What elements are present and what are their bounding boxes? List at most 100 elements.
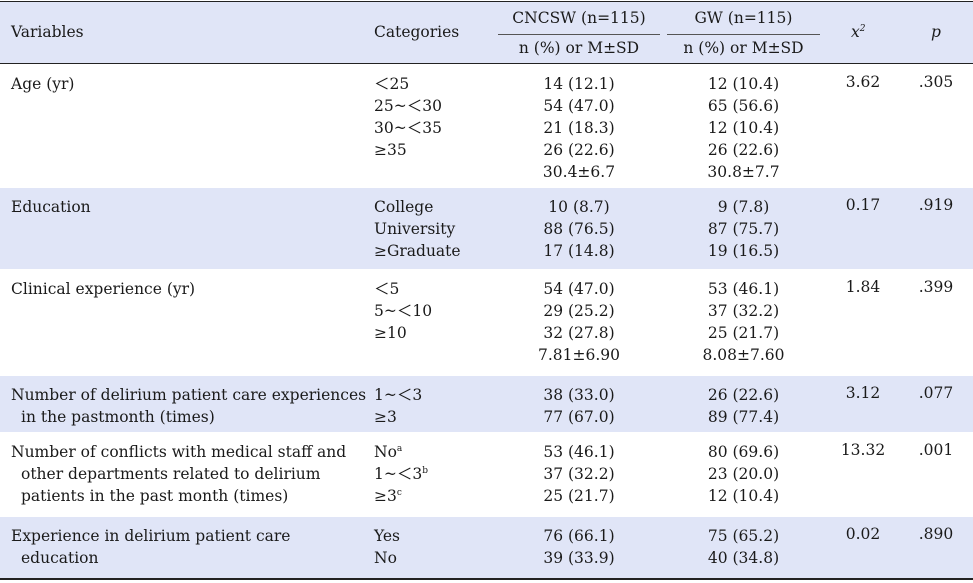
table-row: Education College University ≥Graduate 10 (8… — [0, 187, 973, 269]
gw-values: 75 (65.2) 40 (34.8) — [667, 525, 820, 569]
variable-label: education — [21, 549, 99, 567]
value-cell: 26 (22.6) — [707, 386, 780, 404]
cncsw-values: 54 (47.0) 29 (25.2) 32 (27.8) 7.81±6.90 — [498, 278, 660, 366]
category-label: ≥35 — [374, 141, 407, 159]
category-label: ≥10 — [374, 324, 407, 342]
value-cell: 7.81±6.90 — [537, 346, 620, 364]
p-value: .001 — [918, 441, 954, 459]
header-sub1: n (%) or M±SD — [518, 39, 640, 57]
cncsw-values: 53 (46.1) 37 (32.2) 25 (21.7) — [498, 441, 660, 507]
value-cell: 40 (34.8) — [707, 549, 780, 567]
value-cell: 65 (56.6) — [707, 97, 780, 115]
category-label: Noa — [374, 443, 403, 461]
variable-label: Clinical experience (yr) — [11, 280, 196, 298]
category-label: ≥Graduate — [374, 242, 461, 260]
value-cell: 21 (18.3) — [543, 119, 615, 137]
value-cell: 75 (65.2) — [707, 527, 780, 545]
variable-label: patients in the past month (times) — [21, 487, 289, 505]
cncsw-values: 10 (8.7) 88 (76.5) 17 (14.8) — [498, 196, 660, 262]
header-categories: Categories — [374, 23, 460, 41]
footnote-marker: a — [396, 443, 403, 454]
gw-values: 53 (46.1) 37 (32.2) 25 (21.7) 8.08±7.60 — [667, 278, 820, 366]
category-cell: 1~＜3 ≥3 — [374, 384, 422, 428]
value-cell: 77 (67.0) — [543, 408, 615, 426]
row-separator — [0, 516, 973, 517]
category-cell: ＜5 5~＜10 ≥10 — [374, 278, 432, 344]
category-label: 25~＜30 — [374, 97, 442, 115]
chi-square-value: 3.12 — [845, 384, 881, 402]
table-row: Experience in delirium patient care educa… — [0, 516, 973, 578]
value-cell: 30.4±6.7 — [542, 163, 616, 181]
value-cell: 10 (8.7) — [548, 198, 610, 216]
table-row: Number of delirium patient care experien… — [0, 375, 973, 432]
value-cell: 54 (47.0) — [543, 97, 615, 115]
value-cell: 26 (22.6) — [543, 141, 615, 159]
variable-label: other departments related to delirium — [21, 465, 321, 483]
value-cell: 12 (10.4) — [707, 119, 780, 137]
row-separator — [0, 375, 973, 376]
chi-square-value: 0.02 — [845, 525, 881, 543]
category-label: College — [374, 198, 434, 216]
table-header: Variables Categories CNCSW (n=115) GW (n… — [0, 2, 973, 63]
value-cell: 76 (66.1) — [543, 527, 615, 545]
category-label: 1~＜3 — [374, 386, 423, 404]
header-variables: Variables — [11, 23, 84, 41]
footnote-marker: c — [396, 487, 402, 498]
value-cell: 37 (32.2) — [707, 302, 780, 320]
value-cell: 29 (25.2) — [543, 302, 615, 320]
category-cell: College University ≥Graduate — [374, 196, 461, 262]
category-cell: Yes No — [374, 525, 400, 569]
value-cell: 25 (21.7) — [543, 487, 615, 505]
value-cell: 23 (20.0) — [707, 465, 780, 483]
category-label: ＜25 — [374, 75, 410, 93]
value-cell: 12 (10.4) — [707, 487, 780, 505]
p-value: .077 — [918, 384, 954, 402]
value-cell: 19 (16.5) — [707, 242, 780, 260]
value-cell: 54 (47.0) — [543, 280, 615, 298]
category-label: 5~＜10 — [374, 302, 433, 320]
header-sub2: n (%) or M±SD — [683, 39, 804, 57]
bottom-rule — [0, 578, 973, 580]
category-cell: Noa 1~＜3b ≥3c — [374, 441, 428, 507]
cncsw-values: 38 (33.0) 77 (67.0) — [498, 384, 660, 428]
value-cell: 87 (75.7) — [707, 220, 780, 238]
value-cell: 38 (33.0) — [543, 386, 615, 404]
value-cell: 39 (33.9) — [543, 549, 615, 567]
category-cell: ＜25 25~＜30 30~＜35 ≥35 — [374, 73, 442, 161]
header-p: p — [931, 23, 941, 41]
value-cell: 17 (14.8) — [543, 242, 615, 260]
p-value: .305 — [918, 73, 954, 91]
variable-label: Experience in delirium patient care — [11, 527, 291, 545]
row-separator — [0, 432, 973, 433]
value-cell: 14 (12.1) — [543, 75, 615, 93]
chi-square-value: 0.17 — [845, 196, 881, 214]
table-row: Clinical experience (yr) ＜5 5~＜10 ≥10 54 (47… — [0, 269, 973, 375]
value-cell: 9 (7.8) — [717, 198, 770, 216]
header-rule — [0, 63, 973, 64]
table-row: Number of conflicts with medical staff a… — [0, 432, 973, 516]
variable-cell: Number of conflicts with medical staff a… — [11, 441, 346, 507]
p-value: .919 — [918, 196, 954, 214]
gw-values: 12 (10.4) 65 (56.6) 12 (10.4) 26 (22.6) 30.8… — [667, 73, 820, 183]
category-label: ≥3 — [374, 408, 397, 426]
variable-cell: Experience in delirium patient care educa… — [11, 525, 290, 569]
group1-underline — [498, 34, 660, 35]
table-row: Age (yr) ＜25 25~＜30 30~＜35 ≥35 14 (12.1) 54 (4… — [0, 64, 973, 187]
row-separator — [0, 269, 973, 270]
value-cell: 37 (32.2) — [543, 465, 615, 483]
category-label: ＜5 — [374, 280, 400, 298]
header-chi-square: x2 — [851, 23, 866, 41]
value-cell: 88 (76.5) — [543, 220, 615, 238]
cncsw-values: 76 (66.1) 39 (33.9) — [498, 525, 660, 569]
category-label: University — [374, 220, 456, 238]
value-cell: 30.8±7.7 — [707, 163, 780, 181]
category-label: No — [374, 549, 397, 567]
category-label: ≥3c — [374, 487, 402, 505]
value-cell: 53 (46.1) — [543, 443, 615, 461]
value-cell: 80 (69.6) — [707, 443, 780, 461]
value-cell: 12 (10.4) — [707, 75, 780, 93]
variable-label: in the pastmonth (times) — [21, 408, 215, 426]
variable-cell: Number of delirium patient care experien… — [11, 384, 366, 428]
value-cell: 89 (77.4) — [707, 408, 780, 426]
value-cell: 8.08±7.60 — [702, 346, 785, 364]
